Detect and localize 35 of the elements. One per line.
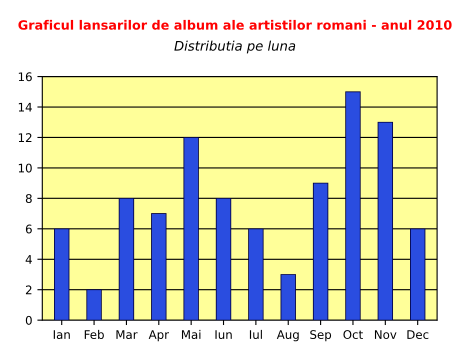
x-tick-label: Aug [276,330,299,342]
x-tick-label: Sep [310,330,332,342]
chart-title: Graficul lansarilor de album ale artistilor romani - anul 2010 [18,20,452,30]
x-tick-label: Iun [215,330,232,340]
x-tick-label: Ian [54,330,70,340]
bar [216,198,232,320]
bar [86,289,102,320]
bar [345,91,361,320]
y-tick-label: 2 [26,285,32,294]
x-tick-label: Iul [250,330,262,340]
x-tick-label: Apr [148,330,170,342]
x-tick-label: Nov [374,330,396,340]
chart-subtitle: Distributia pe luna [174,40,296,54]
y-tick-label: 8 [26,194,32,204]
bar [248,228,264,320]
x-tick-label: Dec [407,330,428,340]
x-tick-label: Mai [182,330,200,340]
bar [378,122,394,320]
y-tick-label: 0 [26,316,32,325]
bar [280,274,296,320]
bar [183,137,199,320]
x-tick-label: Mar [116,330,138,340]
y-tick-label: 4 [26,255,32,264]
bar [312,182,328,320]
bar [410,228,426,320]
bar [118,198,134,320]
y-tick-label: 14 [18,102,32,112]
x-tick-label: Feb [84,330,104,340]
y-tick-label: 6 [26,224,32,234]
bar [54,228,70,320]
x-tick-label: Oct [343,330,363,340]
y-tick-label: 12 [18,133,32,142]
y-tick-label: 16 [18,72,32,82]
bar [151,213,166,320]
y-tick-label: 10 [18,164,32,173]
